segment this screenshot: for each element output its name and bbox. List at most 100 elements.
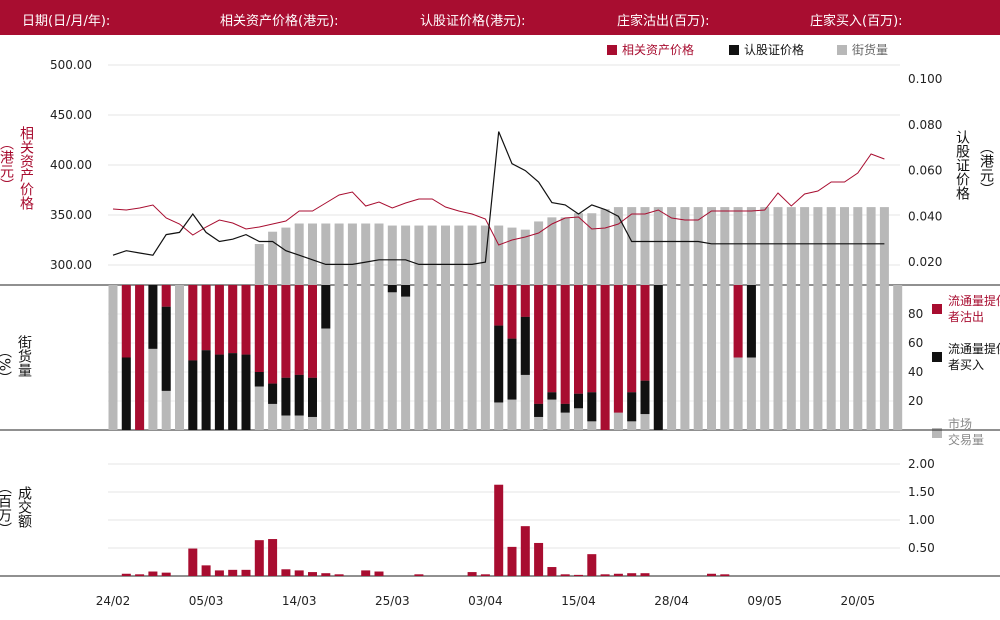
outstanding-bar [268, 231, 278, 285]
turnover-bar [228, 569, 238, 576]
x-tick-label: 03/04 [468, 594, 503, 608]
outstanding-bar [454, 225, 464, 285]
turnover-bar [547, 567, 557, 576]
legend-outstanding-swatch [837, 45, 847, 55]
lp-sell-bar [161, 285, 171, 307]
turnover-bar [560, 574, 570, 576]
outstanding-bar [853, 207, 863, 285]
turnover-tick-label: 0.50 [908, 541, 935, 555]
lp-sell-bar [534, 285, 544, 404]
lp-buy-bar [268, 383, 278, 404]
lp-sell-bar [308, 285, 317, 378]
lp-sell-bar [201, 285, 211, 351]
lp-buy-bar [587, 392, 597, 422]
outstanding-bar [507, 227, 517, 285]
turnover-bar [494, 484, 504, 576]
lp-buy-bar [640, 380, 650, 415]
x-tick-label: 09/05 [747, 594, 782, 608]
market-volume-bar [374, 285, 384, 430]
warrant-tick-label: 0.060 [908, 164, 942, 178]
pct-tick-label: 80 [908, 307, 923, 321]
outstanding-bar [600, 209, 610, 285]
x-tick-label: 20/05 [841, 594, 876, 608]
outstanding-bar [693, 207, 703, 285]
lp-sell-bar [520, 285, 530, 317]
turnover-bar [480, 574, 490, 576]
x-tick-label: 15/04 [561, 594, 596, 608]
legend-lp-sell: 流通量提供者沽出 [948, 293, 1000, 324]
left-top-axis-unit: （港元） [0, 136, 14, 192]
outstanding-bar [653, 207, 663, 285]
price-tick-label: 400.00 [50, 158, 92, 172]
outstanding-bar [427, 225, 437, 285]
outstanding-bar [733, 207, 743, 285]
market-volume-bar [414, 285, 424, 430]
lp-sell-bar [640, 285, 650, 381]
outstanding-bar [667, 207, 677, 285]
lp-buy-bar [254, 372, 264, 387]
lp-buy-bar [188, 360, 198, 430]
market-volume-bar [866, 285, 876, 430]
lp-sell-bar [547, 285, 557, 393]
mid-axis-title: 街货量 [16, 335, 32, 377]
market-volume-bar [826, 285, 836, 430]
lp-buy-bar [148, 285, 158, 349]
lp-buy-bar [574, 393, 583, 409]
outstanding-bar [826, 207, 836, 285]
turnover-bar [414, 574, 424, 576]
legend-market: 市场交易量 [948, 416, 984, 447]
outstanding-bar [866, 207, 876, 285]
outstanding-bar [414, 225, 424, 285]
price-tick-label: 450.00 [50, 108, 92, 122]
turnover-bar [294, 570, 304, 576]
turnover-bar [374, 571, 384, 576]
legend-underlying: 相关资产价格 [622, 42, 694, 57]
lp-buy-bar [547, 392, 557, 400]
lp-sell-bar [228, 285, 238, 354]
lp-sell-bar [214, 285, 224, 355]
right-top-axis-title: 认股证价格 [954, 130, 970, 200]
turnover-bar [467, 572, 477, 576]
market-volume-bar [361, 285, 371, 430]
warrant-price-line [112, 131, 885, 265]
lp-buy-bar [281, 377, 291, 416]
underlying-price-label: 相关资产价格(港元): [220, 14, 339, 29]
info-header-bar: 日期(日/月/年): 相关资产价格(港元): 认股证价格(港元): 庄家沽出(百… [0, 0, 1000, 35]
outstanding-bar [480, 225, 490, 285]
market-volume-bar [347, 285, 357, 430]
outstanding-bar [680, 207, 690, 285]
x-tick-label: 28/04 [654, 594, 689, 608]
outstanding-bar [321, 223, 331, 285]
lp-sell-bar [507, 285, 517, 339]
turnover-bar [600, 574, 610, 576]
lp-buy-bar [627, 392, 637, 422]
legend-lp-buy-swatch [932, 352, 942, 362]
outstanding-bar [574, 213, 583, 285]
turnover-bar [188, 548, 198, 576]
turnover-bar [534, 542, 544, 576]
turnover-bar [587, 554, 597, 576]
turnover-bar [321, 573, 331, 576]
legend-market-swatch [932, 428, 942, 438]
outstanding-bar [720, 207, 730, 285]
lp-buy-bar [321, 285, 331, 329]
market-volume-bar [467, 285, 477, 430]
lp-buy-bar [401, 285, 411, 297]
turnover-bar [161, 572, 171, 576]
turnover-bar [507, 546, 517, 576]
outstanding-bar [800, 207, 810, 285]
turnover-bar [720, 574, 730, 576]
turnover-bar [613, 573, 623, 576]
left-top-axis-title: 相关资产价格 [18, 126, 34, 210]
turnover-bar [214, 570, 224, 576]
warrant-tick-label: 0.020 [908, 255, 942, 269]
outstanding-bar [361, 223, 371, 285]
x-tick-label: 24/02 [96, 594, 131, 608]
market-volume-bar [786, 285, 796, 430]
outstanding-bar [534, 221, 544, 285]
outstanding-bar [334, 223, 344, 285]
outstanding-bar [587, 213, 597, 285]
outstanding-bar [786, 207, 796, 285]
turnover-bar [201, 565, 211, 576]
turnover-bar [520, 526, 530, 576]
